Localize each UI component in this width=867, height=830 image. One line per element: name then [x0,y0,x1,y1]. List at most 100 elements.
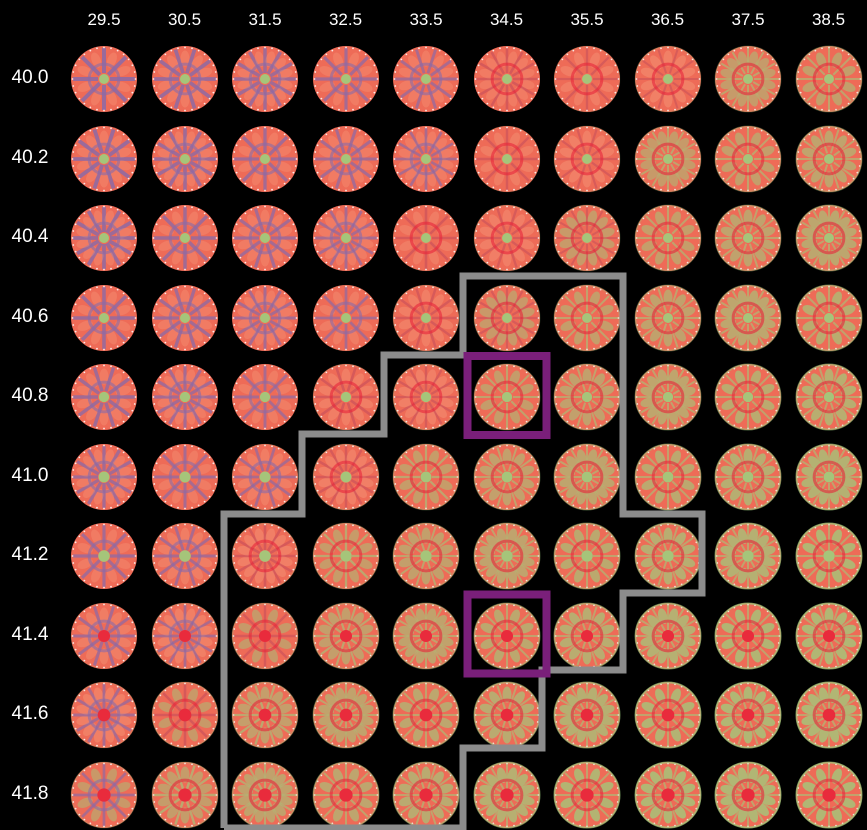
kaleidoscope-tile [231,602,299,669]
row-label: 40.0 [11,67,49,88]
row-label: 40.8 [11,385,49,406]
kaleidoscope-tile [553,125,621,192]
kaleidoscope-tile [231,443,299,510]
kaleidoscope-tile [232,125,298,192]
kaleidoscope-tile [71,284,137,351]
kaleidoscope-tile [714,204,782,272]
kaleidoscope-tile [795,761,862,828]
kaleidoscope-tile [392,761,460,828]
kaleidoscope-tile [473,204,540,272]
kaleidoscope-tile [312,363,379,431]
row-label: 41.4 [11,623,49,645]
column-label: 36.5 [650,10,685,29]
kaleidoscope-tile [392,602,460,669]
kaleidoscope-tile [231,522,299,590]
kaleidoscope-tile [795,602,862,669]
kaleidoscope-tile [634,125,701,192]
kaleidoscope-tile [312,522,379,590]
kaleidoscope-tile [312,761,379,828]
kaleidoscope-tile [312,443,379,510]
kaleidoscope-tile [795,204,862,272]
kaleidoscope-tile [312,681,379,749]
kaleidoscope-tile [151,443,218,510]
kaleidoscope-tile [553,363,621,431]
kaleidoscope-tile [634,443,701,510]
kaleidoscope-tile [795,522,862,590]
kaleidoscope-tile [151,46,218,112]
kaleidoscope-tile [151,681,218,749]
kaleidoscope-tile [312,284,379,351]
column-label: 33.5 [409,10,443,29]
row-label: 41.8 [11,782,49,804]
kaleidoscope-tile [151,602,218,669]
kaleidoscope-tile [232,364,298,430]
kaleidoscope-tile [795,443,862,510]
kaleidoscope-tile [151,522,218,590]
kaleidoscope-tile [393,46,459,112]
kaleidoscope-tile [70,761,138,828]
kaleidoscope-tile [634,761,701,828]
row-label: 41.6 [11,703,49,724]
kaleidoscope-tile [392,522,460,590]
kaleidoscope-tile [312,602,379,669]
column-label: 31.5 [248,10,282,29]
kaleidoscope-tile [553,443,621,510]
column-label: 34.5 [489,10,524,29]
column-label: 29.5 [87,10,121,29]
kaleidoscope-tile [553,761,621,828]
kaleidoscope-tile [634,363,701,431]
kaleidoscope-tile [714,443,782,510]
kaleidoscope-tile [392,443,460,510]
kaleidoscope-tile [393,125,459,192]
kaleidoscope-tile [473,761,540,828]
kaleidoscope-tile [795,125,862,192]
column-label: 30.5 [167,10,202,29]
kaleidoscope-tile [232,46,298,112]
kaleidoscope-tile [151,284,218,351]
kaleidoscope-tile [151,205,218,271]
column-label: 38.5 [811,10,846,29]
kaleidoscope-tile [553,681,621,749]
kaleidoscope-tile [70,681,138,749]
kaleidoscope-tile [634,522,701,590]
kaleidoscope-tile [71,46,137,112]
kaleidoscope-tile [231,681,299,749]
kaleidoscope-tile [634,45,701,113]
kaleidoscope-tile [312,46,379,112]
kaleidoscope-tile [312,205,379,271]
kaleidoscope-tile [553,602,621,669]
kaleidoscope-tile [553,522,621,590]
kaleidoscope-tile [714,125,782,192]
kaleidoscope-tile [151,761,218,828]
kaleidoscope-tile [473,125,540,192]
kaleidoscope-tile [151,364,218,430]
kaleidoscope-tile [392,363,460,431]
row-label: 41.0 [11,464,49,486]
column-label: 32.5 [328,10,363,29]
kaleidoscope-tile [795,363,862,431]
kaleidoscope-tile [553,45,621,113]
kaleidoscope-tile [714,761,782,828]
kaleidoscope-tile [473,602,540,669]
kaleidoscope-tile [714,602,782,669]
column-label: 35.5 [570,10,604,29]
kaleidoscope-tile [714,45,782,113]
kaleidoscope-tile [71,523,137,589]
kaleidoscope-tile [392,284,460,351]
kaleidoscope-tile [70,602,138,669]
kaleidoscope-tile [392,204,460,272]
kaleidoscope-tile [392,681,460,749]
kaleidoscope-tile [714,681,782,749]
kaleidoscope-tile [634,204,701,272]
row-label: 40.2 [11,146,49,168]
kaleidoscope-tile [795,681,862,749]
kaleidoscope-tile [473,46,540,112]
kaleidoscope-tile [71,443,137,510]
kaleidoscope-tile [714,522,782,590]
kaleidoscope-tile [714,284,782,351]
kaleidoscope-tile [473,363,540,431]
kaleidoscope-tile [473,681,540,749]
kaleidoscope-tile [795,284,862,351]
kaleidoscope-tile [473,522,540,590]
